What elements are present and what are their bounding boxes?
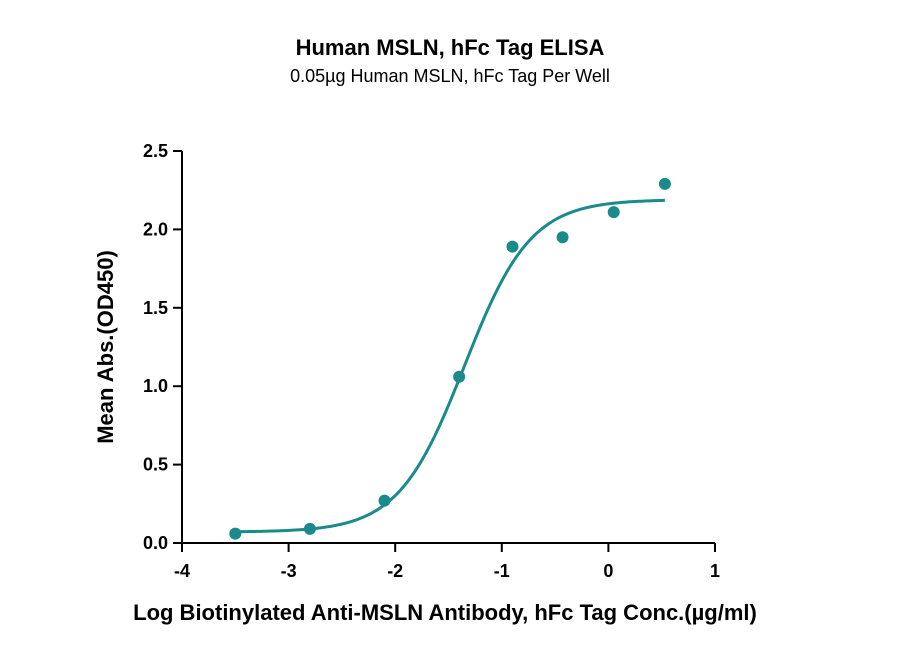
data-points (229, 177, 671, 540)
data-point (378, 494, 391, 507)
data-point (607, 206, 620, 219)
chart-title: Human MSLN, hFc Tag ELISA (296, 35, 605, 60)
y-tick-label: 0.0 (143, 533, 168, 553)
x-tick-label: -3 (281, 561, 297, 581)
x-tick-label: -1 (494, 561, 510, 581)
chart-subtitle: 0.05µg Human MSLN, hFc Tag Per Well (290, 66, 610, 86)
data-point (506, 240, 519, 253)
x-axis-ticks: -4 -3 -2 -1 0 1 (174, 543, 720, 581)
x-tick-label: -2 (387, 561, 403, 581)
y-tick-label: 2.5 (143, 141, 168, 161)
y-tick-label: 1.0 (143, 376, 168, 396)
data-point (556, 231, 569, 244)
y-tick-label: 2.0 (143, 219, 168, 239)
fit-curve (235, 198, 665, 534)
x-axis-label: Log Biotinylated Anti-MSLN Antibody, hFc… (133, 600, 757, 625)
y-tick-label: 0.5 (143, 455, 168, 475)
y-axis-ticks: 0.0 0.5 1.0 1.5 2.0 2.5 (143, 141, 182, 553)
data-point (229, 527, 242, 540)
data-point (453, 370, 466, 383)
x-tick-label: 0 (603, 561, 613, 581)
y-axis-label: Mean Abs.(OD450) (93, 250, 118, 444)
x-tick-label: -4 (174, 561, 190, 581)
y-tick-label: 1.5 (143, 298, 168, 318)
x-tick-label: 1 (710, 561, 720, 581)
data-point (303, 522, 316, 535)
data-point (658, 177, 671, 190)
